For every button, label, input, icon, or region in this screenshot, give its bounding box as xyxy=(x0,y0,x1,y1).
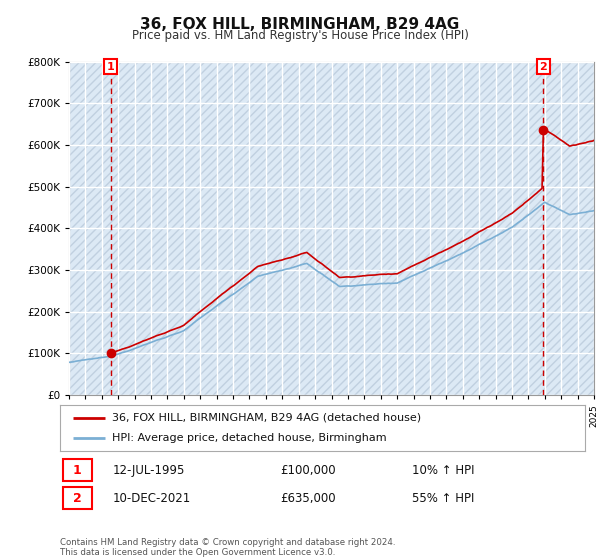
Text: 55% ↑ HPI: 55% ↑ HPI xyxy=(412,492,474,505)
Text: 2: 2 xyxy=(539,62,547,72)
FancyBboxPatch shape xyxy=(62,487,91,510)
Text: 36, FOX HILL, BIRMINGHAM, B29 4AG (detached house): 36, FOX HILL, BIRMINGHAM, B29 4AG (detac… xyxy=(113,413,422,423)
Text: Price paid vs. HM Land Registry's House Price Index (HPI): Price paid vs. HM Land Registry's House … xyxy=(131,29,469,42)
Text: 36, FOX HILL, BIRMINGHAM, B29 4AG: 36, FOX HILL, BIRMINGHAM, B29 4AG xyxy=(140,17,460,32)
Text: 10% ↑ HPI: 10% ↑ HPI xyxy=(412,464,474,477)
Text: Contains HM Land Registry data © Crown copyright and database right 2024.
This d: Contains HM Land Registry data © Crown c… xyxy=(60,538,395,557)
FancyBboxPatch shape xyxy=(62,459,91,481)
Text: 2: 2 xyxy=(73,492,82,505)
Text: 10-DEC-2021: 10-DEC-2021 xyxy=(113,492,191,505)
Text: 1: 1 xyxy=(73,464,82,477)
Text: £635,000: £635,000 xyxy=(281,492,336,505)
Text: 12-JUL-1995: 12-JUL-1995 xyxy=(113,464,185,477)
Text: 1: 1 xyxy=(107,62,115,72)
Text: HPI: Average price, detached house, Birmingham: HPI: Average price, detached house, Birm… xyxy=(113,433,387,443)
Text: £100,000: £100,000 xyxy=(281,464,336,477)
